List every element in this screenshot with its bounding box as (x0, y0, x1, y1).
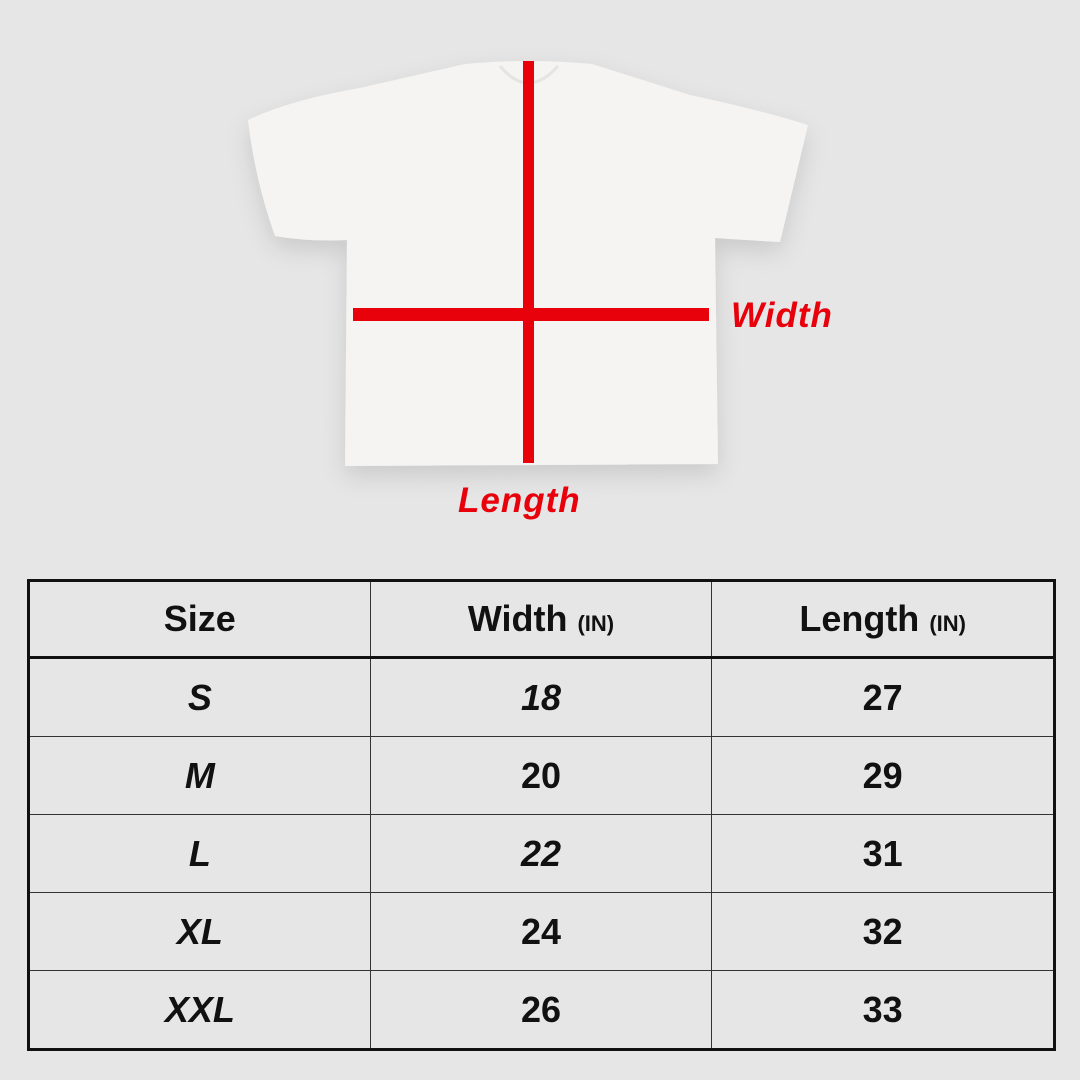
header-width: Width (IN) (369, 580, 713, 659)
header-label: Width (467, 598, 568, 639)
table-row: XL 24 32 (28, 892, 1055, 971)
table-row: XXL 26 33 (28, 970, 1055, 1050)
width-measure-line (353, 308, 709, 321)
header-label: Length (799, 598, 920, 639)
header-length: Length (IN) (711, 580, 1055, 659)
width-cell: 20 (369, 736, 713, 815)
length-label: Length (458, 481, 581, 520)
table-header-row: Size Width (IN) Length (IN) (28, 580, 1055, 659)
length-cell: 31 (711, 814, 1055, 893)
header-unit: (IN) (929, 611, 966, 636)
table-row: M 20 29 (28, 736, 1055, 815)
size-cell: M (28, 736, 371, 815)
tshirt-diagram (248, 61, 808, 466)
length-cell: 32 (711, 892, 1055, 971)
table-row: L 22 31 (28, 814, 1055, 893)
size-chart-table: Size Width (IN) Length (IN) S 18 27 M 20… (27, 579, 1056, 1051)
width-label: Width (731, 296, 833, 335)
header-size: Size (28, 580, 371, 659)
length-cell: 33 (711, 970, 1055, 1050)
width-cell: 24 (369, 892, 713, 971)
size-cell: L (28, 814, 371, 893)
size-cell: S (28, 657, 371, 737)
header-unit: (IN) (577, 611, 615, 636)
length-measure-line (523, 61, 534, 463)
length-cell: 29 (711, 736, 1055, 815)
header-label: Size (163, 598, 236, 639)
size-cell: XL (28, 892, 371, 971)
table-row: S 18 27 (28, 657, 1055, 737)
width-cell: 22 (369, 814, 713, 893)
size-cell: XXL (28, 970, 371, 1050)
length-cell: 27 (711, 657, 1055, 737)
width-cell: 26 (369, 970, 713, 1050)
width-cell: 18 (369, 657, 713, 737)
